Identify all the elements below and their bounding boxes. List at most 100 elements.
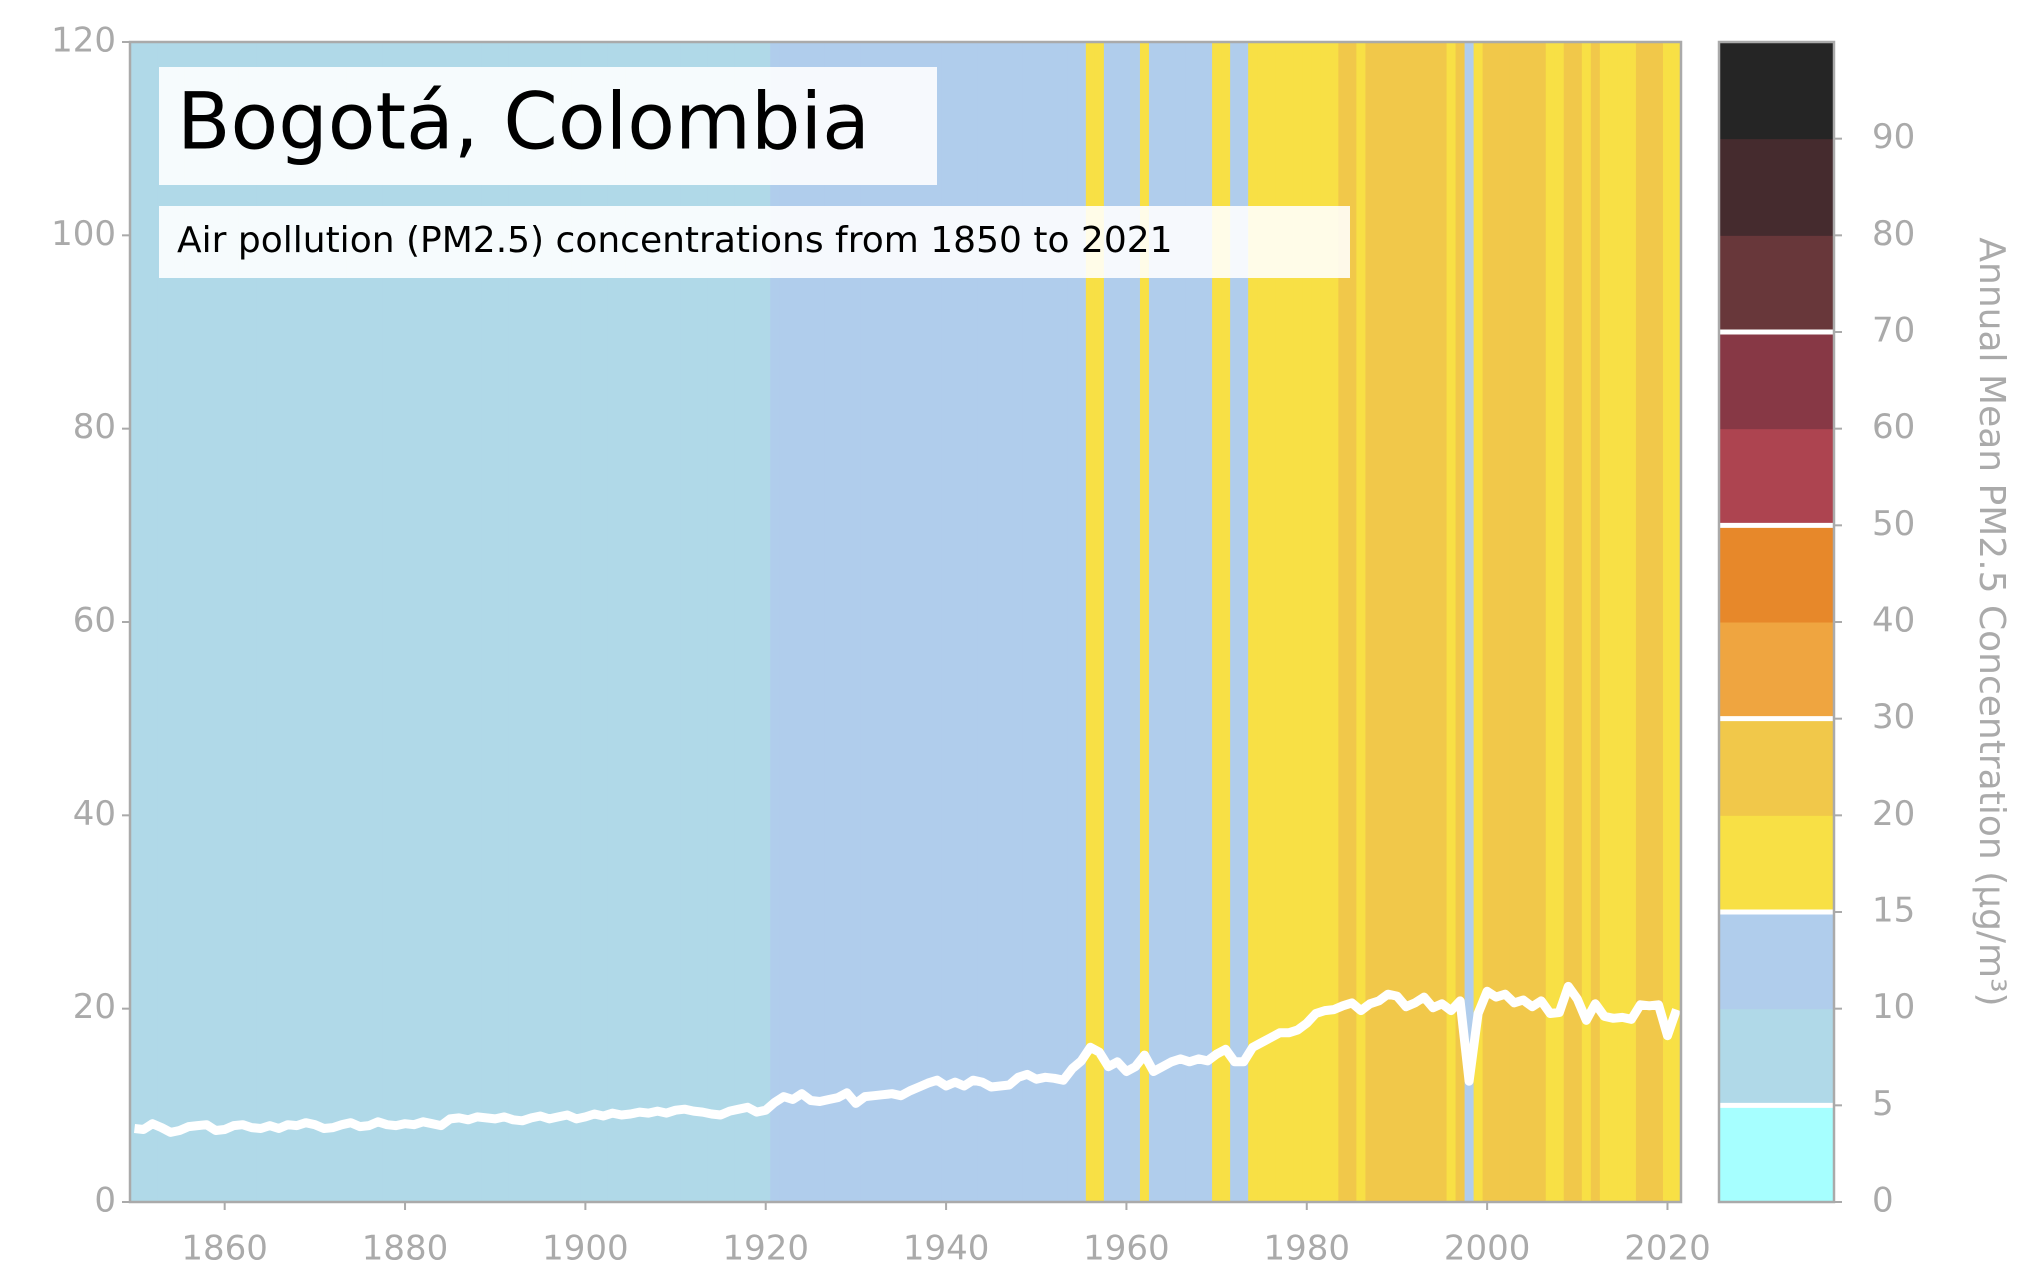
stripe (851, 42, 862, 1202)
stripe (1491, 42, 1502, 1202)
colorbar-band (1719, 815, 1834, 913)
stripe (1148, 42, 1159, 1202)
stripe (454, 42, 465, 1202)
pm25-line (134, 981, 1681, 1137)
stripe (1455, 42, 1466, 1202)
stripe (1022, 42, 1033, 1202)
stripe (833, 42, 843, 1202)
stripe (986, 42, 997, 1202)
x-tick-label: 1940 (903, 1229, 990, 1269)
stripe (1410, 42, 1421, 1202)
y-tick-label: 0 (94, 1181, 116, 1221)
stripe (1599, 42, 1610, 1202)
stripe (707, 42, 717, 1202)
stripe (373, 42, 384, 1202)
stripe (1103, 42, 1114, 1202)
stripe (968, 42, 979, 1202)
stripe (716, 42, 726, 1202)
stripe (346, 42, 357, 1202)
stripe (698, 42, 708, 1202)
stripe (283, 42, 293, 1202)
colorbar-band (1719, 912, 1834, 1010)
stripe (580, 42, 591, 1202)
colorbar-tick-label: 30 (1872, 697, 1915, 737)
stripe (1257, 42, 1267, 1202)
stripe (535, 42, 546, 1202)
stripe (1437, 42, 1448, 1202)
stripe (166, 42, 176, 1202)
stripe (1671, 42, 1682, 1202)
stripe (887, 42, 898, 1202)
colorbar-tick-label: 5 (1872, 1084, 1894, 1124)
title-box (159, 67, 937, 185)
x-tick-label: 1900 (542, 1229, 629, 1269)
x-tick-label: 2000 (1444, 1229, 1531, 1269)
stripe (1527, 42, 1538, 1202)
stripe (1013, 42, 1024, 1202)
stripe (1545, 42, 1556, 1202)
stripe (1653, 42, 1664, 1202)
stripe (725, 42, 735, 1202)
stripe (607, 42, 618, 1202)
stripe (1085, 42, 1096, 1202)
colorbar-band (1719, 1105, 1834, 1203)
stripe (1094, 42, 1105, 1202)
stripe (139, 42, 149, 1202)
stripe (995, 42, 1006, 1202)
stripe (571, 42, 582, 1202)
stripe (752, 42, 762, 1202)
colorbar-band (1719, 1008, 1834, 1106)
stripe (472, 42, 483, 1202)
stripe (1536, 42, 1547, 1202)
stripe (130, 42, 140, 1202)
x-tick-label: 1920 (722, 1229, 809, 1269)
stripe (1004, 42, 1015, 1202)
stripe (1212, 42, 1222, 1202)
stripe (1031, 42, 1042, 1202)
colorbar-band (1719, 235, 1834, 333)
stripe (1266, 42, 1276, 1202)
stripe (941, 42, 952, 1202)
stripe (391, 42, 402, 1202)
stripe (1167, 42, 1177, 1202)
stripe (1401, 42, 1412, 1202)
stripe (923, 42, 934, 1202)
colorbar-band (1719, 525, 1834, 623)
stripe (562, 42, 573, 1202)
stripe (517, 42, 528, 1202)
stripe (409, 42, 420, 1202)
stripe (1635, 42, 1646, 1202)
stripe (1076, 42, 1087, 1202)
stripe (1518, 42, 1529, 1202)
stripe (175, 42, 185, 1202)
stripe (1428, 42, 1439, 1202)
stripe (1500, 42, 1511, 1202)
stripe (598, 42, 609, 1202)
stripe (653, 42, 663, 1202)
stripe (427, 42, 438, 1202)
stripe (1473, 42, 1484, 1202)
stripe (148, 42, 158, 1202)
stripe (1058, 42, 1069, 1202)
stripe (319, 42, 329, 1202)
stripe (1311, 42, 1321, 1202)
stripe (616, 42, 627, 1202)
colorbar-tick-label: 70 (1872, 311, 1915, 351)
stripe (959, 42, 970, 1202)
stripe (914, 42, 925, 1202)
stripe (1617, 42, 1628, 1202)
stripe (238, 42, 248, 1202)
colorbar-tick-label: 90 (1872, 117, 1915, 157)
stripe (1239, 42, 1249, 1202)
stripe (1176, 42, 1186, 1202)
overlay: Bogotá, Colombia Air pollution (PM2.5) c… (159, 67, 1350, 278)
stripe (400, 42, 411, 1202)
chart-subtitle: Air pollution (PM2.5) concentrations fro… (177, 220, 1173, 261)
stripe (526, 42, 537, 1202)
stripe (202, 42, 212, 1202)
stripe (211, 42, 221, 1202)
stripe (1049, 42, 1060, 1202)
stripe (1662, 42, 1673, 1202)
x-tick-label: 1860 (181, 1229, 268, 1269)
stripe (418, 42, 429, 1202)
